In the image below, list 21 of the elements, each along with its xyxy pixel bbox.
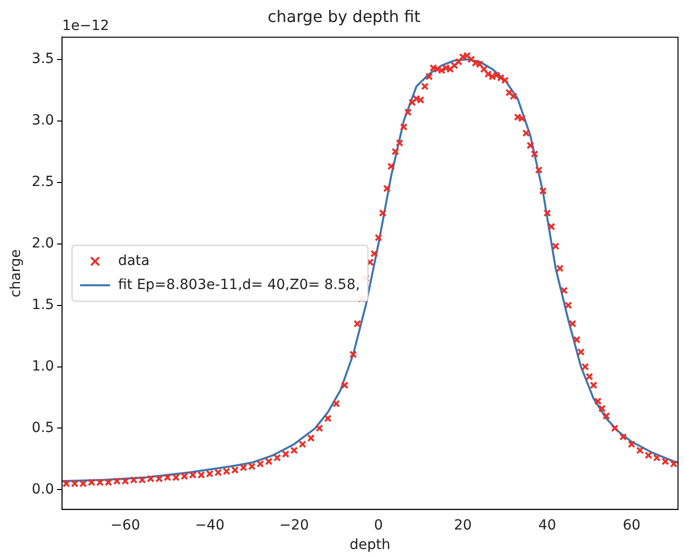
y-tick-label: 1.5	[32, 296, 54, 313]
y-tick-label: 3.5	[32, 50, 54, 67]
x-axis-title: depth	[350, 537, 390, 554]
x-tick-label: 0	[374, 517, 383, 534]
chart-title: charge by depth fit	[268, 6, 420, 26]
x-tick-label: 20	[454, 517, 472, 534]
y-tick-label: 0.5	[32, 420, 54, 436]
x-tick-label: −60	[110, 517, 140, 534]
y-tick-label: 2.5	[32, 174, 54, 190]
x-tick-label: 40	[538, 517, 556, 534]
x-tick-label: −40	[194, 517, 224, 534]
x-tick-label: −20	[279, 517, 309, 534]
text: 1e−12	[62, 18, 110, 34]
x-tick-label: 60	[622, 517, 641, 534]
legend-label: data	[118, 252, 150, 269]
y-tick-label: 3.0	[32, 112, 54, 128]
legend-label: fit Ep=8.803e-11,d= 40,Z0= 8.58,	[118, 276, 360, 293]
y-tick-label: 1.0	[32, 358, 54, 374]
y-tick-label: 0.0	[32, 481, 54, 498]
y-axis-title: charge	[8, 249, 24, 298]
y-tick-label: 2.0	[32, 235, 54, 252]
